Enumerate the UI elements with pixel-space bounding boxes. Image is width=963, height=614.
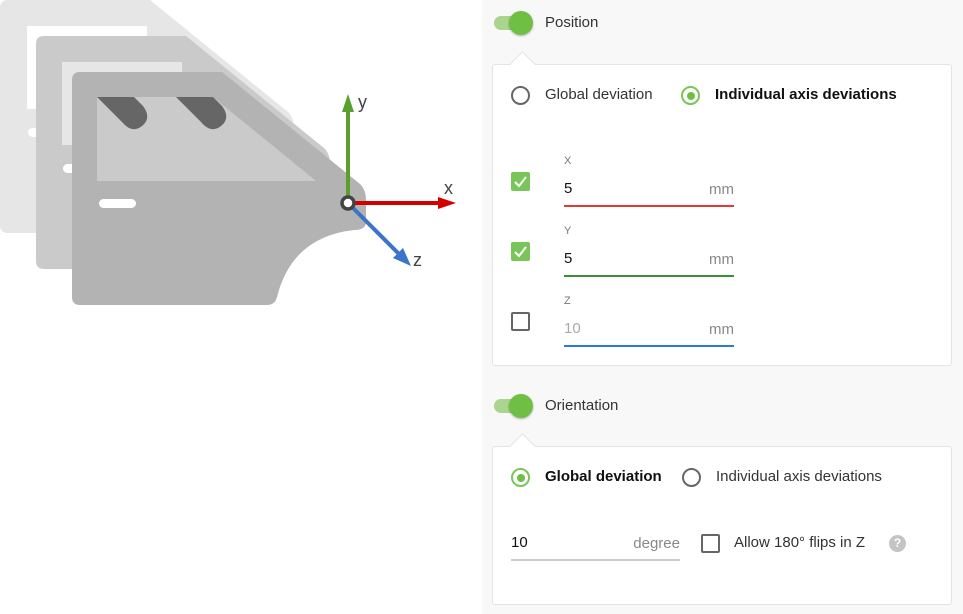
axis-label-x: x [444,178,453,198]
allow-flips-label: Allow 180° flips in Z [734,534,866,551]
toggle-knob [509,11,533,35]
z-axis [346,201,404,259]
x-input[interactable]: 5 [564,180,573,197]
x-checkbox[interactable] [511,172,530,191]
orientation-degree-input[interactable]: 10 [511,534,528,551]
orientation-global-label: Global deviation [545,468,662,485]
y-underline [564,275,734,277]
degree-unit: degree [633,535,680,552]
z-checkbox[interactable] [511,312,530,331]
door-illustration: y x z [0,0,456,305]
z-field-label: Z [564,295,571,307]
x-unit: mm [709,181,734,198]
help-icon[interactable]: ? [889,535,906,552]
origin-marker [340,195,356,211]
allow-flips-checkbox[interactable] [701,534,720,553]
orientation-label: Orientation [545,397,619,414]
position-toggle[interactable] [494,11,533,35]
orientation-individual-radio[interactable] [682,468,701,487]
z-unit: mm [709,321,734,338]
y-checkbox[interactable] [511,242,530,261]
y-input[interactable]: 5 [564,250,573,267]
position-individual-label: Individual axis deviations [715,86,897,103]
x-underline [564,205,734,207]
position-individual-radio[interactable] [681,86,700,105]
position-global-radio[interactable] [511,86,530,105]
y-unit: mm [709,251,734,268]
x-field-label: X [564,155,572,167]
position-global-label: Global deviation [545,86,653,103]
orientation-individual-label: Individual axis deviations [716,468,882,485]
door-front [72,72,366,305]
orientation-card [492,433,952,605]
z-underline [564,345,734,347]
orientation-toggle[interactable] [494,394,533,418]
toggle-knob [509,394,533,418]
position-card [492,51,952,366]
orientation-global-radio[interactable] [511,468,530,487]
position-label: Position [545,14,599,31]
axis-label-y: y [358,92,367,112]
y-field-label: Y [564,225,572,237]
axis-label-z: z [413,250,422,270]
coordinate-axes: y x z [340,92,456,270]
degree-underline [511,559,680,561]
z-input[interactable]: 10 [564,320,581,337]
